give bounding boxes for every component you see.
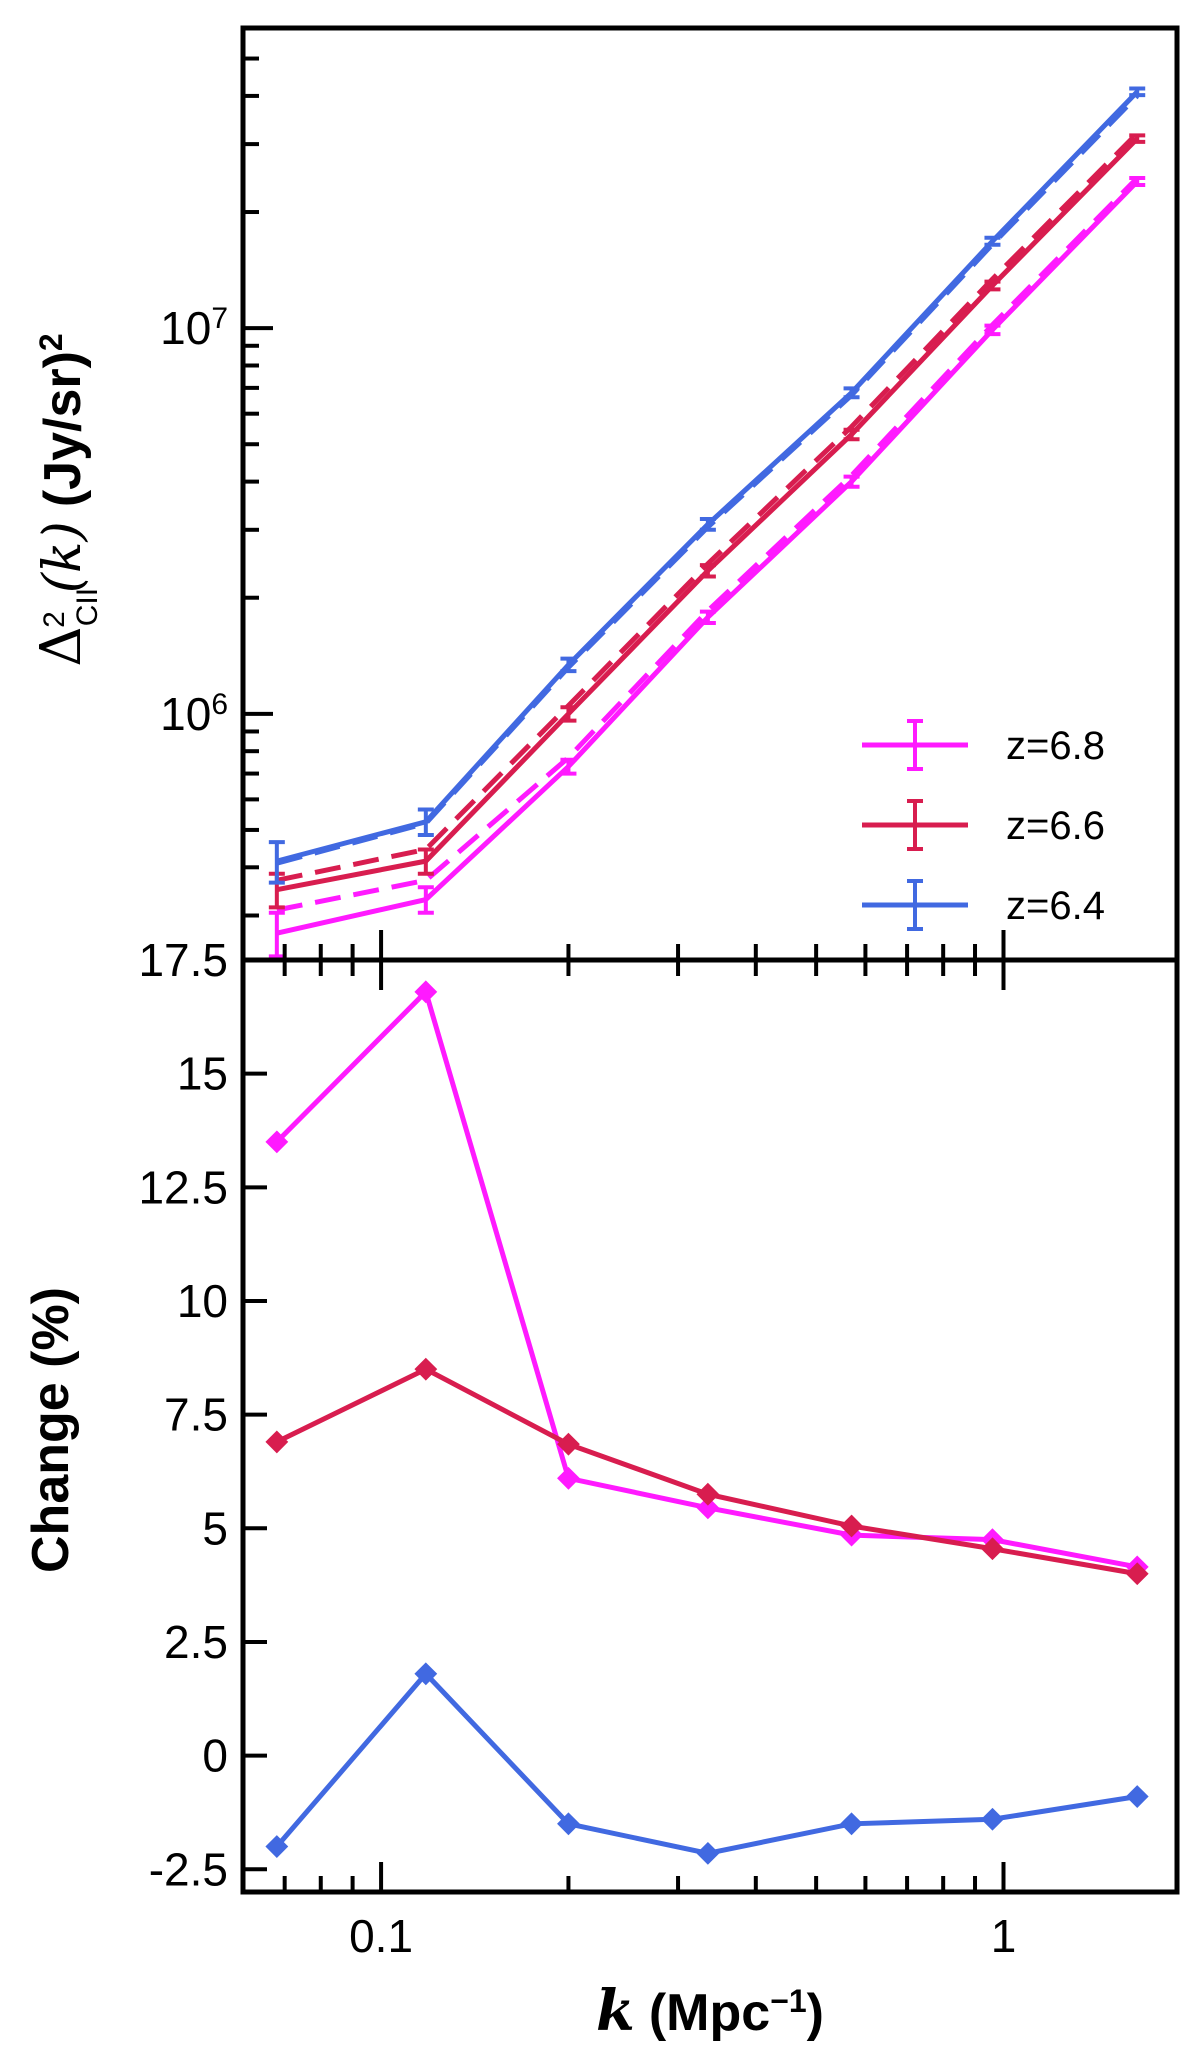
bottom-y-axis-title: Change (%) bbox=[22, 1287, 80, 1573]
bottom-ytick-label: 7.5 bbox=[164, 1389, 228, 1441]
bottom-ytick-label: 0 bbox=[202, 1730, 228, 1782]
bottom-ytick-label: 15 bbox=[177, 1048, 228, 1100]
x-axis-title: k (Mpc−1) bbox=[596, 1978, 824, 2044]
legend-label: z=6.4 bbox=[1006, 884, 1105, 928]
change-z-64-marker bbox=[265, 1835, 289, 1858]
change-z-68-marker bbox=[557, 1466, 580, 1490]
change-z-64-marker bbox=[696, 1841, 720, 1865]
change-z-66-marker bbox=[981, 1537, 1004, 1561]
bottom-ytick-label: 5 bbox=[202, 1502, 228, 1554]
bottom-ytick-label: -2.5 bbox=[149, 1843, 228, 1895]
change-z-68-marker bbox=[414, 980, 438, 1004]
bottom-ytick-label: 10 bbox=[177, 1275, 228, 1327]
bottom-ytick-label: 12.5 bbox=[138, 1161, 228, 1213]
top-ytick-label: 107 bbox=[160, 302, 228, 355]
legend-label: z=6.6 bbox=[1006, 804, 1105, 848]
change-z-64-line bbox=[274, 1670, 1138, 1856]
change-z-68-line bbox=[275, 987, 1138, 1570]
series-z-66-line bbox=[276, 136, 1140, 893]
bottom-series-group bbox=[265, 980, 1149, 1865]
bottom-xtick-labels: 0.1 1 bbox=[349, 1910, 1016, 1962]
legend-label: z=6.8 bbox=[1006, 724, 1105, 768]
change-z-64-marker bbox=[981, 1807, 1004, 1831]
bottom-ytick-labels: -2.5 0 2.5 5 7.5 10 12.5 15 17.5 bbox=[138, 934, 228, 1895]
series-z-68-dashed-line bbox=[276, 176, 1140, 913]
change-z-64-marker bbox=[840, 1812, 863, 1836]
top-series-group bbox=[268, 86, 1146, 959]
top-y-axis-title: ΔCII2(k)(Jy/sr)2 bbox=[29, 333, 104, 666]
change-z-66-marker bbox=[840, 1514, 863, 1538]
change-z-64-marker bbox=[557, 1812, 580, 1836]
bottom-ticks-group bbox=[241, 958, 1006, 1892]
change-z-66-marker bbox=[557, 1432, 580, 1456]
change-z-66-marker bbox=[414, 1357, 438, 1381]
bottom-xtick-label: 1 bbox=[991, 1910, 1017, 1962]
change-z-64-marker bbox=[1125, 1785, 1149, 1808]
change-z-66-marker bbox=[696, 1482, 720, 1506]
bottom-plot-frame bbox=[240, 957, 1180, 1895]
series-z-66-dashed-line bbox=[276, 131, 1139, 883]
top-ytick-label: 106 bbox=[160, 687, 228, 740]
legend: z=6.8 z=6.6 z=6.4 bbox=[862, 719, 1105, 931]
change-z-66-marker bbox=[1125, 1562, 1149, 1586]
bottom-ytick-label: 17.5 bbox=[138, 934, 228, 986]
change-z-68-marker bbox=[265, 1130, 289, 1154]
change-z-66-marker bbox=[265, 1430, 289, 1454]
change-z-64-marker bbox=[414, 1662, 438, 1686]
bottom-ytick-label: 2.5 bbox=[164, 1616, 228, 1668]
change-z-68-marker bbox=[696, 1496, 720, 1520]
top-ticks-group bbox=[241, 26, 1006, 960]
top-panel: 106 107 ΔCII2(k)(Jy/sr)2 z=6.8 z=6.6 z=6.4 bbox=[29, 25, 1180, 963]
top-ytick-labels: 106 107 bbox=[160, 302, 228, 740]
bottom-xtick-label: 0.1 bbox=[349, 1910, 413, 1962]
